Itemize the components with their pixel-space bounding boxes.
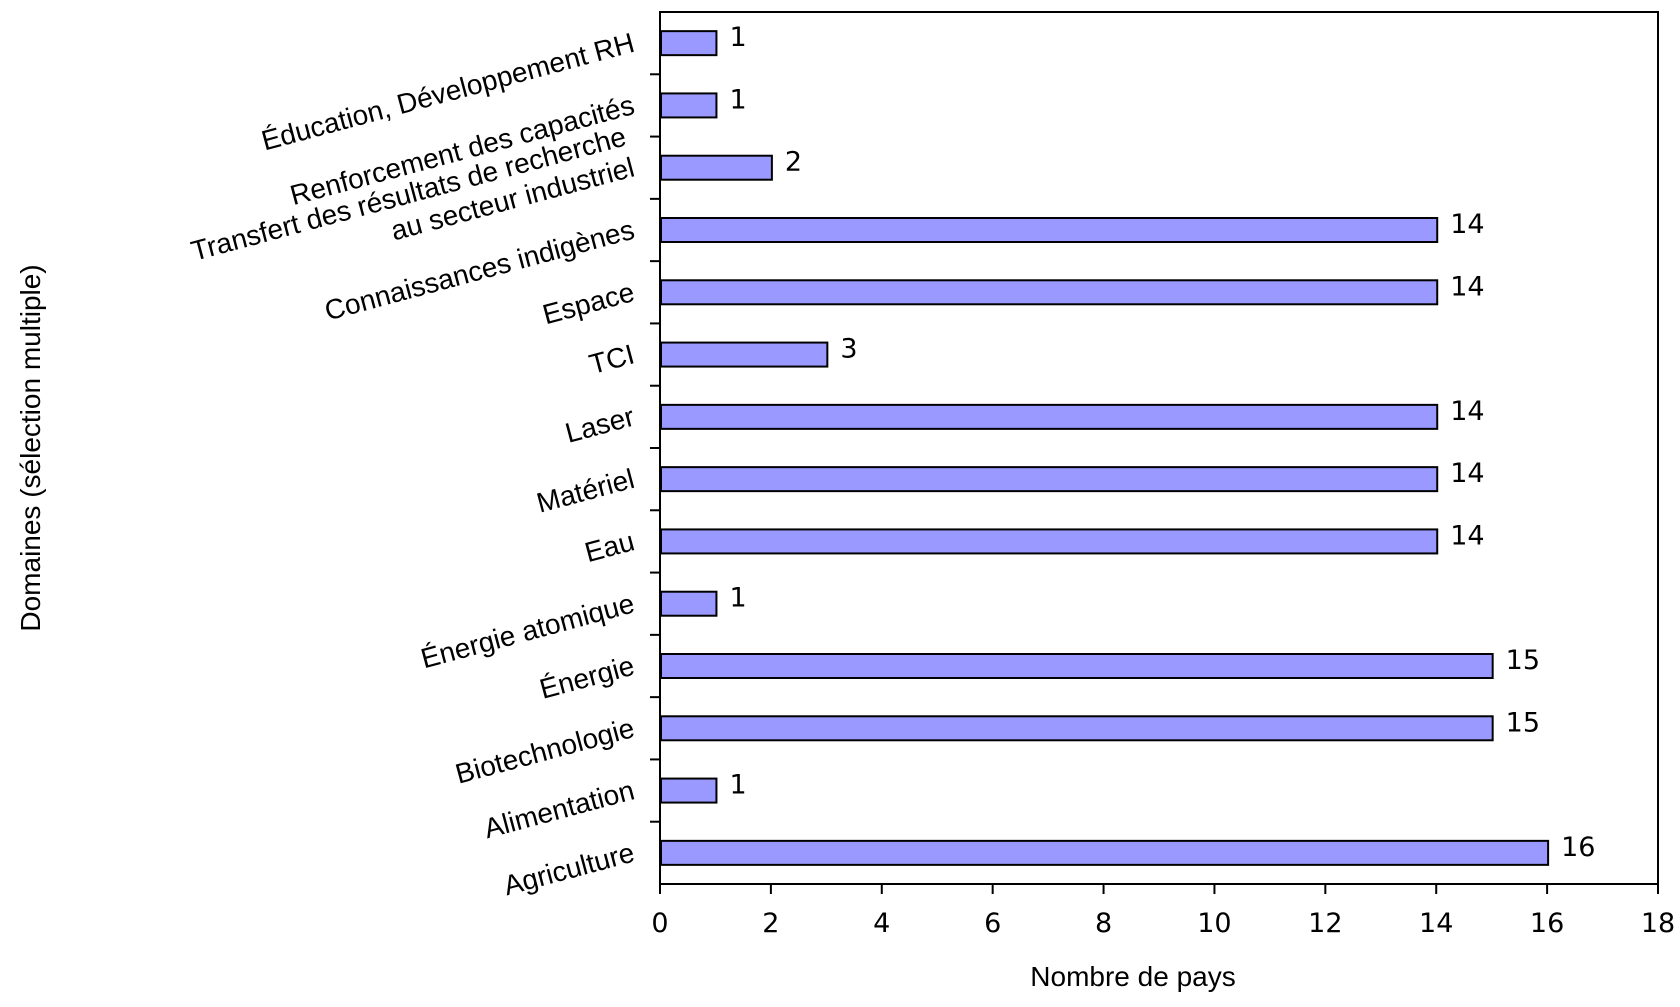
data-label: 14 [1450,271,1484,302]
x-tick-label: 0 [651,908,668,939]
x-tick-label: 8 [1095,908,1112,939]
data-label: 1 [729,22,746,53]
data-label: 14 [1450,520,1484,551]
data-label: 3 [840,334,857,365]
category-label: Espace [539,276,637,330]
category-label: TCI [586,338,638,380]
data-label: 1 [729,583,746,614]
data-label: 14 [1450,396,1484,427]
data-label: 2 [785,147,802,178]
bar [660,341,829,368]
bar [660,528,1439,555]
data-label: 15 [1506,707,1540,738]
plot-area-frame [659,11,1659,885]
x-tick-label: 12 [1308,908,1342,939]
y-axis-title: Domaines (sélection multiple) [15,264,46,631]
category-label: Énergie [536,650,637,705]
bar [660,30,718,57]
bars-layer [660,30,1550,866]
data-label: 1 [729,84,746,115]
x-tick-label: 14 [1419,908,1453,939]
bar [660,839,1550,866]
category-label: Matériel [533,463,637,519]
data-label: 16 [1561,832,1595,863]
ticks-layer [650,73,1659,894]
data-label: 1 [729,770,746,801]
data-label: 15 [1506,645,1540,676]
bar [660,403,1439,430]
bar [660,777,718,804]
bar [660,466,1439,493]
data-label: 14 [1450,458,1484,489]
data-label: 14 [1450,209,1484,240]
bar [660,715,1494,742]
category-label: Alimentation [481,774,638,844]
category-label: Eau [581,525,637,568]
bar [660,653,1494,679]
category-label: Laser [562,401,638,449]
bar [660,590,718,617]
x-tick-label: 2 [762,908,779,939]
bar [660,92,718,119]
bar [660,154,773,181]
x-tick-label: 6 [984,908,1001,939]
category-label: Agriculture [500,837,637,902]
bar [660,279,1439,306]
x-tick-label: 4 [873,908,890,939]
x-tick-label: 16 [1530,908,1564,939]
category-label: Biotechnologie [452,712,637,789]
x-tick-label: 18 [1641,908,1675,939]
x-axis-title: Nombre de pays [1030,961,1235,992]
bar [660,217,1439,243]
x-tick-label: 10 [1197,908,1231,939]
